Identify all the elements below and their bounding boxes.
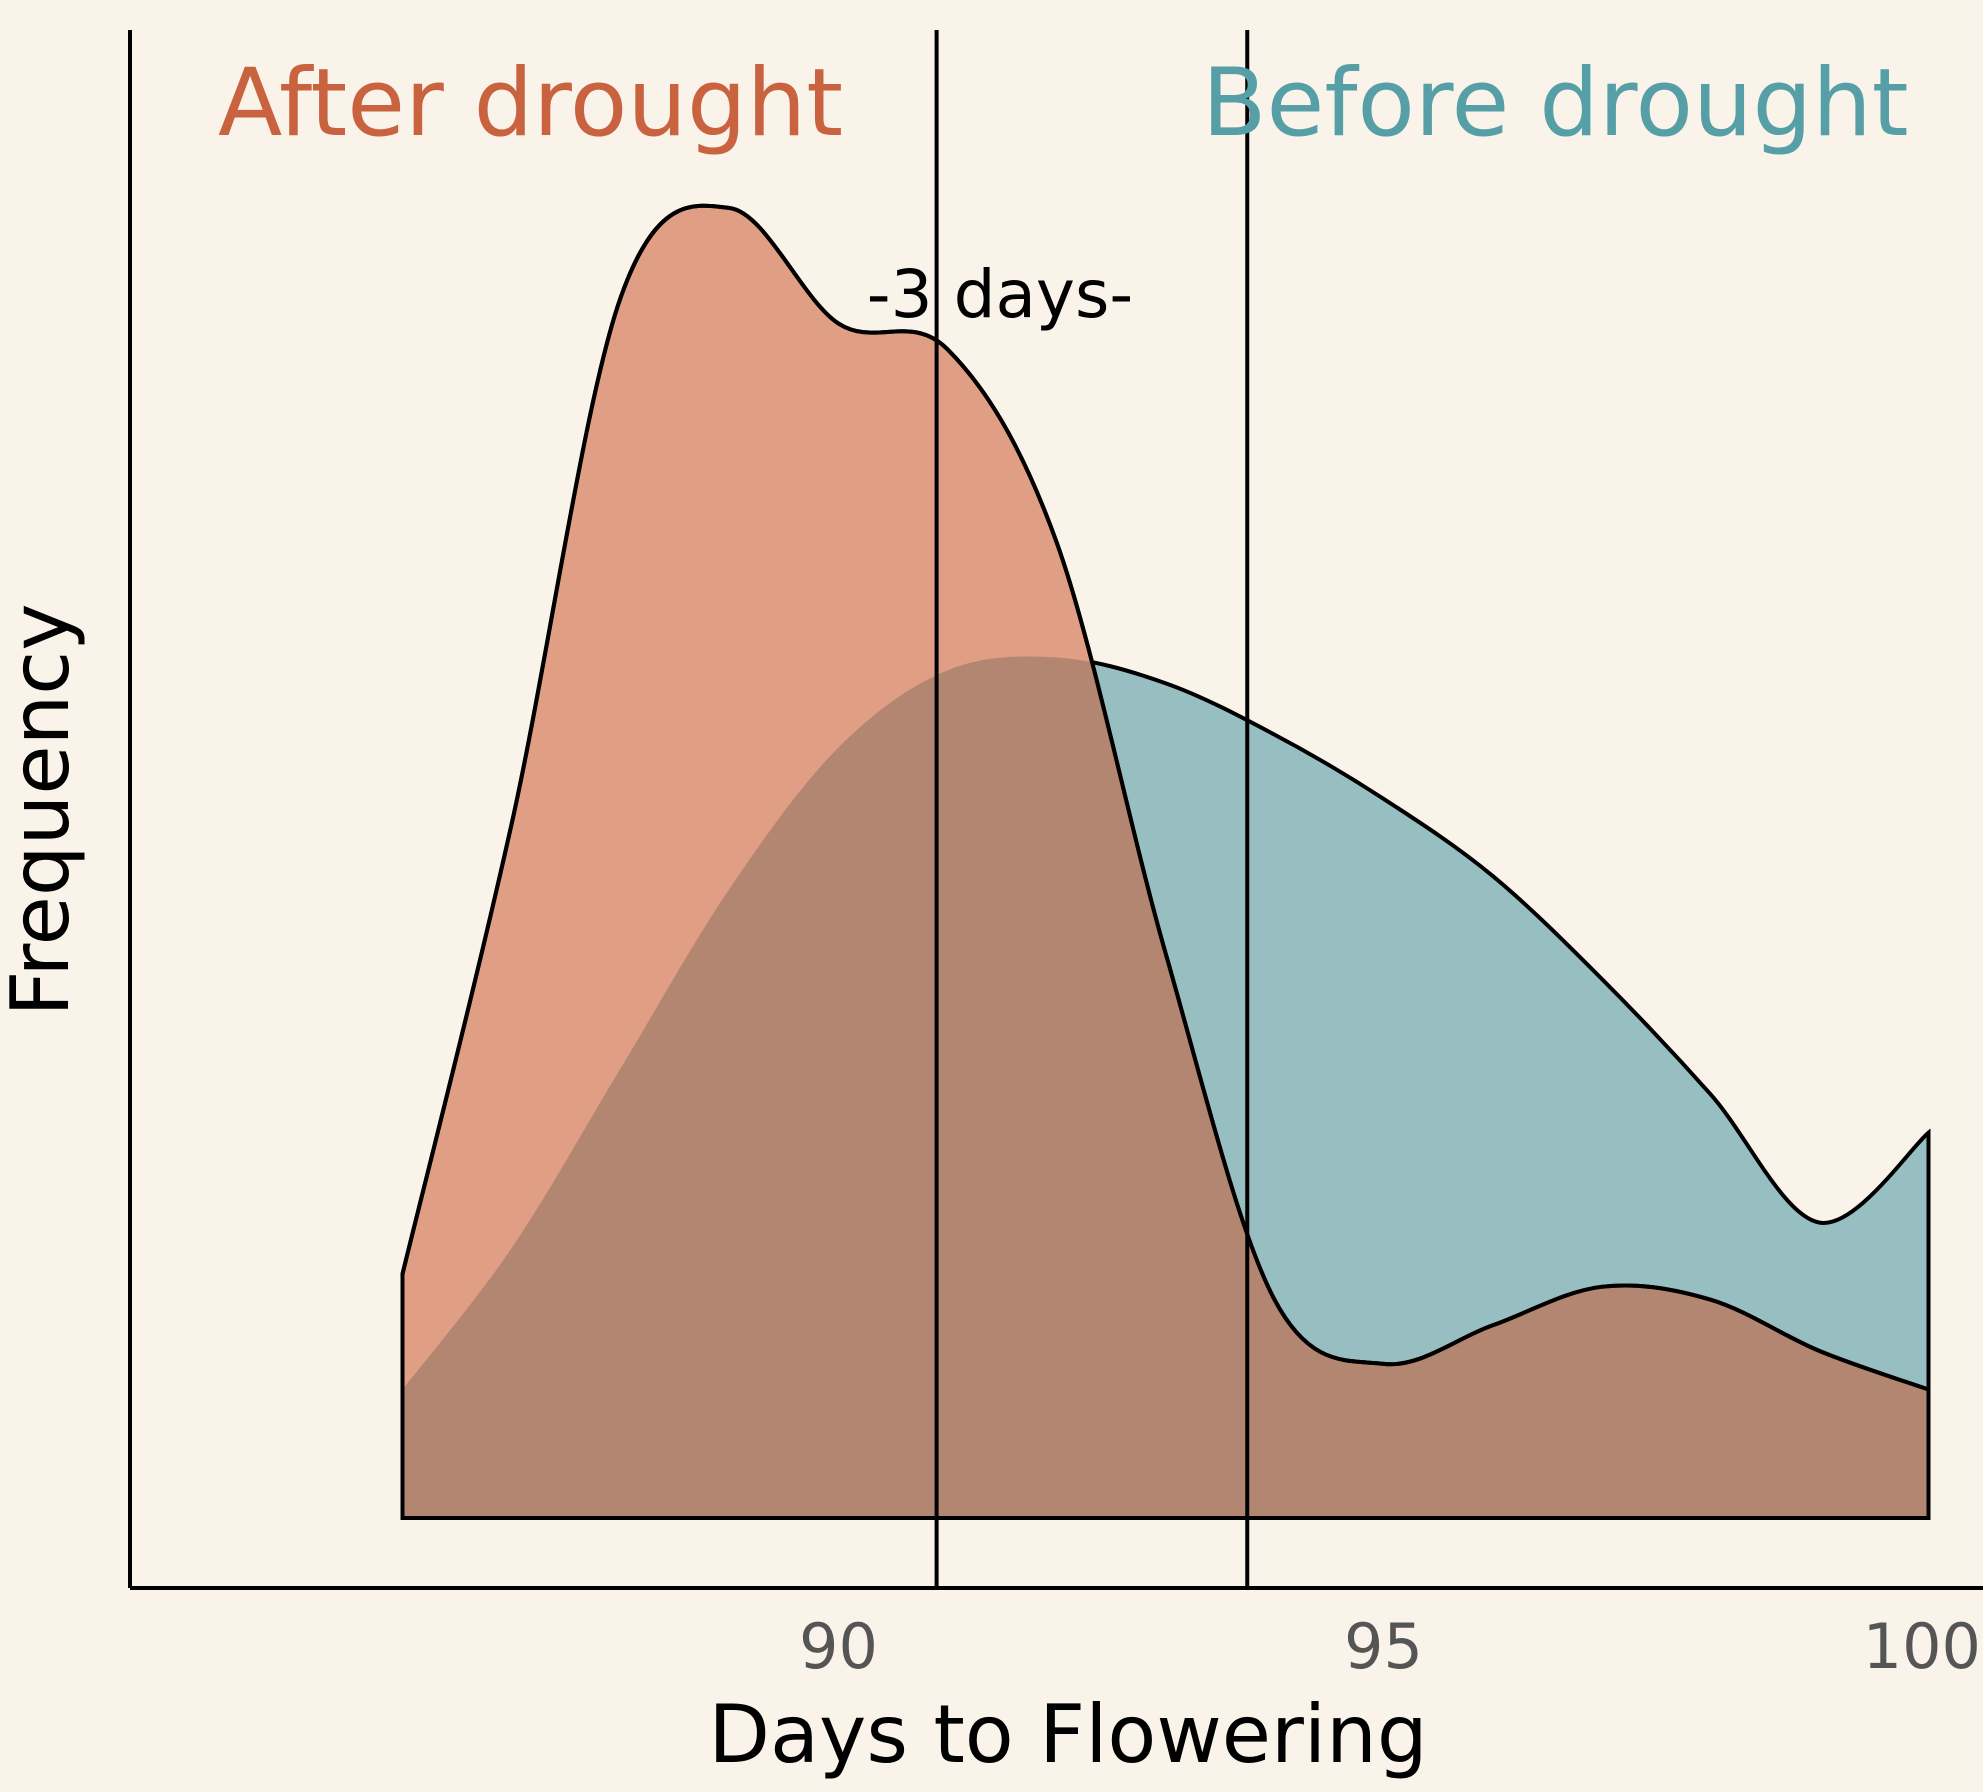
after-drought-density-outline: [400, 203, 1931, 1520]
x-axis-ticks: 90 95 100: [799, 1610, 1981, 1683]
x-tick-label: 95: [1344, 1610, 1423, 1683]
legend-after-drought: After drought: [218, 49, 843, 158]
shift-annotation: -3 days-: [867, 256, 1133, 333]
y-axis-title: Frequency: [0, 603, 87, 1016]
x-tick-label: 100: [1863, 1610, 1981, 1683]
x-tick-label: 90: [799, 1610, 878, 1683]
x-axis-title: Days to Flowering: [708, 1688, 1427, 1781]
legend-before-drought: Before drought: [1202, 49, 1909, 158]
